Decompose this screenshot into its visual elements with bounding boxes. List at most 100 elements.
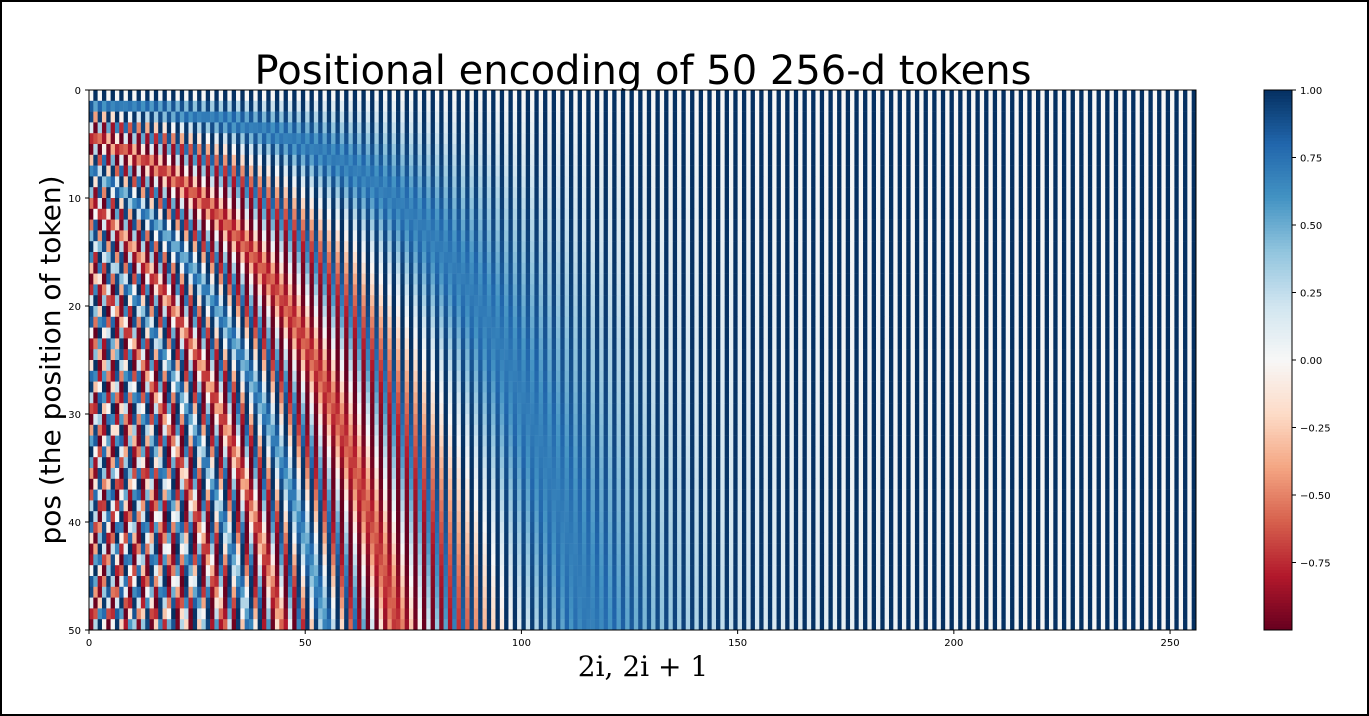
heatmap-cell: [880, 230, 885, 242]
heatmap-cell: [620, 122, 626, 134]
heatmap-cell: [698, 133, 704, 145]
heatmap-cell: [248, 262, 254, 274]
heatmap-cell: [119, 187, 124, 199]
heatmap-cell: [906, 230, 911, 242]
heatmap-cell: [802, 176, 808, 188]
heatmap-cell: [984, 111, 989, 123]
heatmap-cell: [253, 154, 258, 166]
heatmap-cell: [508, 230, 514, 242]
heatmap-cell: [149, 252, 155, 264]
heatmap-cell: [698, 230, 704, 242]
heatmap-cell: [646, 219, 652, 231]
heatmap-cell: [478, 176, 483, 188]
heatmap-cell: [283, 273, 289, 285]
heatmap-cell: [344, 176, 349, 188]
heatmap-cell: [439, 187, 444, 199]
heatmap-cell: [1001, 273, 1006, 285]
heatmap-cell: [772, 284, 777, 296]
heatmap-cell: [681, 133, 686, 145]
heatmap-cell: [404, 133, 410, 145]
heatmap-cell: [1170, 198, 1175, 210]
heatmap-cell: [677, 90, 682, 102]
heatmap-cell: [166, 230, 172, 242]
heatmap-cell: [421, 154, 427, 166]
heatmap-cell: [984, 187, 989, 199]
heatmap-cell: [919, 219, 924, 231]
heatmap-cell: [543, 133, 548, 145]
heatmap-cell: [1165, 241, 1171, 253]
heatmap-cell: [166, 262, 172, 274]
heatmap-cell: [287, 90, 293, 102]
heatmap-cell: [530, 154, 535, 166]
heatmap-cell: [750, 284, 756, 296]
heatmap-cell: [482, 230, 488, 242]
heatmap-cell: [880, 208, 885, 220]
heatmap-cell: [949, 252, 955, 264]
heatmap-cell: [184, 122, 189, 134]
heatmap-cell: [1074, 219, 1080, 231]
heatmap-cell: [1074, 252, 1080, 264]
heatmap-cell: [248, 273, 254, 285]
heatmap-cell: [910, 154, 916, 166]
heatmap-cell: [452, 219, 457, 231]
heatmap-cell: [767, 133, 773, 145]
heatmap-cell: [93, 122, 98, 134]
heatmap-cell: [132, 187, 137, 199]
heatmap-cell: [962, 252, 968, 264]
heatmap-cell: [227, 295, 232, 307]
heatmap-cell: [1014, 230, 1019, 242]
heatmap-cell: [906, 262, 911, 274]
heatmap-cell: [824, 252, 829, 264]
heatmap-cell: [274, 208, 280, 220]
heatmap-cell: [685, 176, 691, 188]
heatmap-cell: [1131, 230, 1136, 242]
heatmap-cell: [300, 241, 306, 253]
heatmap-cell: [672, 154, 678, 166]
heatmap-cell: [447, 187, 453, 199]
heatmap-cell: [685, 144, 691, 156]
heatmap-cell: [465, 144, 470, 156]
heatmap-cell: [728, 176, 734, 188]
heatmap-cell: [832, 219, 838, 231]
heatmap-cell: [1044, 100, 1050, 112]
heatmap-cell: [1083, 219, 1089, 231]
heatmap-cell: [184, 252, 189, 264]
heatmap-cell: [677, 165, 682, 177]
heatmap-cell: [1070, 133, 1076, 145]
heatmap-cell: [620, 230, 626, 242]
heatmap-cell: [1070, 252, 1076, 264]
heatmap-cell: [1027, 100, 1032, 112]
heatmap-cell: [633, 262, 639, 274]
heatmap-cell: [1105, 187, 1110, 199]
heatmap-cell: [841, 176, 846, 188]
heatmap-cell: [417, 198, 423, 210]
heatmap-cell: [1139, 100, 1145, 112]
heatmap-cell: [404, 241, 410, 253]
heatmap-cell: [443, 187, 449, 199]
heatmap-cell: [391, 273, 397, 285]
heatmap-cell: [210, 198, 215, 210]
heatmap-cell: [344, 284, 349, 296]
heatmap-cell: [253, 219, 258, 231]
heatmap-cell: [776, 165, 782, 177]
heatmap-cell: [949, 219, 955, 231]
heatmap-cell: [486, 122, 492, 134]
heatmap-cell: [966, 252, 972, 264]
heatmap-cell: [287, 100, 293, 112]
heatmap-cell: [681, 208, 686, 220]
heatmap-cell: [776, 262, 782, 274]
heatmap-cell: [551, 111, 557, 123]
heatmap-cell: [1074, 144, 1080, 156]
heatmap-cell: [793, 154, 799, 166]
heatmap-cell: [1113, 122, 1119, 134]
heatmap-cell: [642, 295, 648, 307]
heatmap-cell: [914, 208, 920, 220]
heatmap-cell: [785, 165, 790, 177]
heatmap-cell: [119, 273, 124, 285]
heatmap-cell: [1187, 219, 1192, 231]
heatmap-cell: [1040, 133, 1045, 145]
heatmap-cell: [949, 122, 955, 134]
heatmap-cell: [919, 252, 924, 264]
heatmap-cell: [789, 273, 795, 285]
heatmap-cell: [728, 208, 734, 220]
